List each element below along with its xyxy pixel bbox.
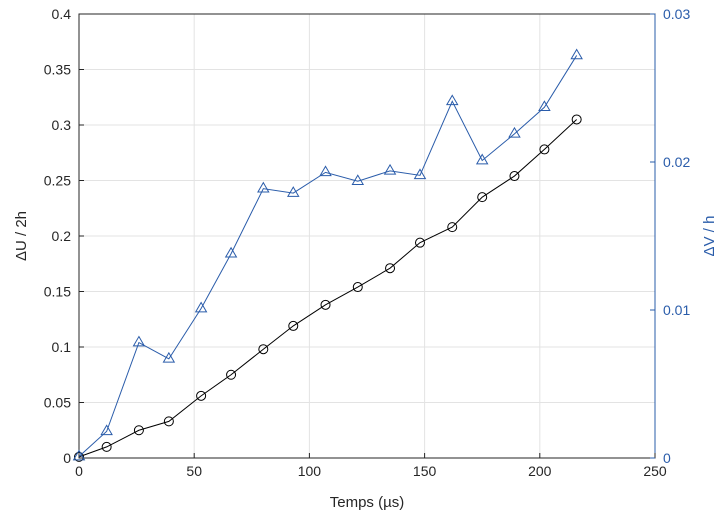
series-1-point (477, 192, 488, 203)
series-2-point (445, 94, 459, 106)
series-2-point (132, 335, 146, 347)
series-2-line (78, 55, 578, 457)
series-2-point (570, 48, 583, 60)
x-tick-label: 100 (298, 463, 322, 479)
series-layer (72, 48, 583, 462)
series-1-point (74, 451, 84, 462)
series-1-point (226, 369, 237, 380)
y-left-tick-label: 0.2 (52, 228, 72, 244)
y-left-tick-label: 0.05 (44, 395, 71, 411)
x-tick-label: 250 (643, 463, 667, 479)
y-left-tick-label: 0.25 (44, 173, 71, 189)
y-right-tick-label: 0 (663, 450, 671, 466)
y-right-axis-label: ΔV / h (701, 216, 718, 257)
y-left-tick-label: 0.3 (52, 117, 72, 133)
series-2-point (475, 153, 489, 165)
series-1-point (509, 171, 520, 182)
series-1-point (385, 263, 396, 274)
series-1-point (571, 114, 582, 125)
y-left-tick-label: 0.15 (44, 284, 71, 300)
y-left-tick-label: 0.1 (52, 339, 72, 355)
series-1-point (258, 344, 269, 355)
series-1-point (447, 222, 458, 233)
y-right-tick-label: 0.02 (663, 154, 690, 170)
series-2-point (194, 301, 208, 313)
y-left-tick-label: 0.35 (44, 62, 71, 78)
x-tick-label: 150 (413, 463, 437, 479)
x-tick-label: 0 (75, 463, 83, 479)
x-tick-label: 50 (186, 463, 202, 479)
x-tick-label: 200 (528, 463, 552, 479)
series-2-point (100, 424, 113, 436)
series-2-point (257, 181, 270, 193)
series-1-point (414, 237, 425, 248)
series-1-line (78, 119, 578, 458)
series-2-point (287, 186, 300, 197)
series-2-point (351, 174, 365, 186)
series-1-point (196, 390, 207, 401)
series-1-point (133, 425, 144, 436)
y-left-axis-label: ΔU / 2h (13, 211, 30, 261)
series-2-point (538, 100, 551, 112)
y-left-tick-label: 0 (63, 450, 71, 466)
series-1-point (101, 441, 112, 452)
series-2-point (383, 163, 397, 175)
y-right-tick-label: 0.01 (663, 302, 690, 318)
series-1-point (320, 299, 331, 310)
grid-lines (79, 14, 655, 458)
series-2-point (72, 449, 86, 461)
series-1-point (352, 282, 363, 293)
x-axis-label: Temps (µs) (330, 494, 404, 511)
series-2-point (224, 246, 238, 258)
series-2-point (162, 351, 176, 363)
series-1-point (288, 320, 299, 331)
series-2-point (319, 165, 332, 177)
y-left-tick-label: 0.4 (52, 6, 72, 22)
series-2-point (508, 126, 521, 138)
series-2-point (413, 168, 427, 180)
y-right-tick-label: 0.03 (663, 6, 690, 22)
series-1-point (163, 416, 174, 427)
axis-ticks: 0 50 100 150 200 25000.050.10.150.20.250.30.3… (44, 6, 691, 479)
series-1-point (539, 144, 550, 155)
